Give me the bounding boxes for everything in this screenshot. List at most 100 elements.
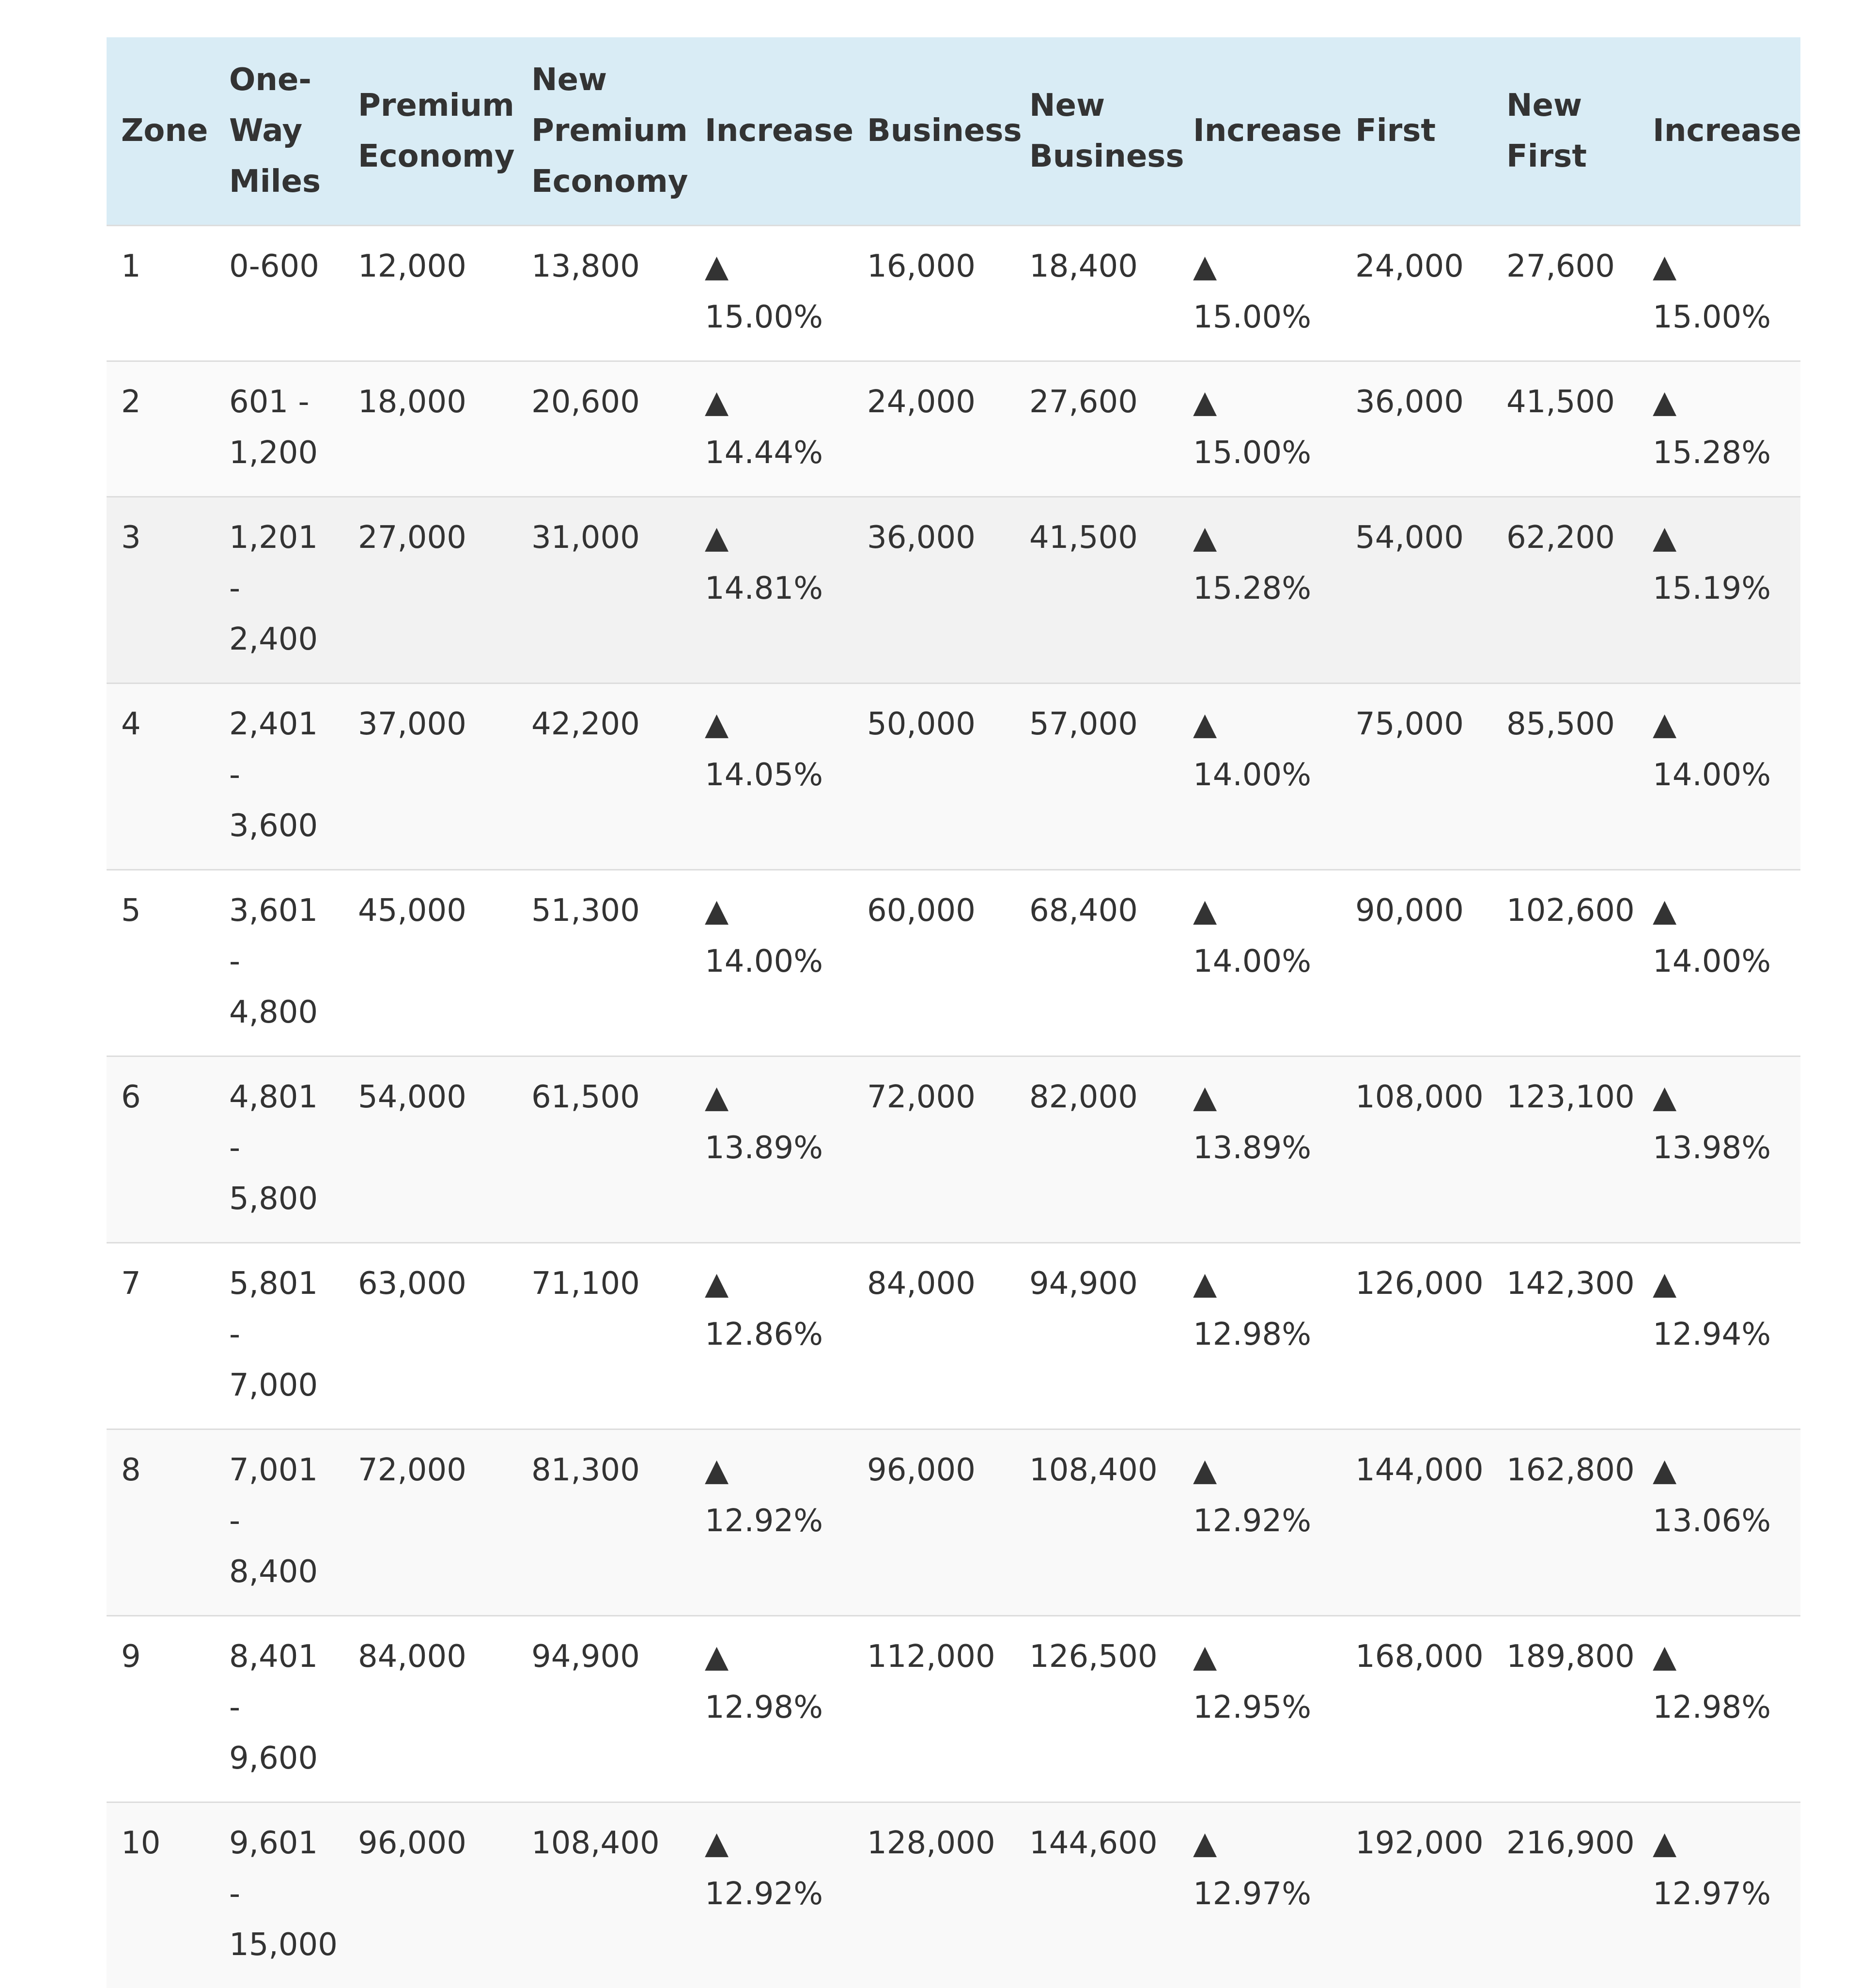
table-cell: 68,400 [1015,870,1178,1056]
table-cell: 5,801 - 7,000 [215,1243,343,1429]
header-cell: Increase [1638,37,1800,226]
table-cell: 108,400 [1015,1429,1178,1616]
header-cell: Premium Economy [343,37,517,226]
table-cell: 24,000 [1341,226,1492,361]
table-cell: ▲ 15.00% [1178,361,1341,497]
table-cell: 189,800 [1492,1616,1638,1802]
table-cell: 84,000 [852,1243,1015,1429]
header-cell: One-Way Miles [215,37,343,226]
table-cell: 192,000 [1341,1802,1492,1988]
table-cell: 63,000 [343,1243,517,1429]
table-cell: 51,300 [517,870,690,1056]
table-cell: ▲ 14.00% [1178,870,1341,1056]
table-cell: 82,000 [1015,1056,1178,1243]
table-cell: 4,801 - 5,800 [215,1056,343,1243]
header-cell: New Business [1015,37,1178,226]
table-cell: 5 [107,870,215,1056]
table-cell: 20,600 [517,361,690,497]
table-cell: 60,000 [852,870,1015,1056]
table-cell: ▲ 14.00% [1178,683,1341,870]
table-cell: 2,401 - 3,600 [215,683,343,870]
table-cell: 71,100 [517,1243,690,1429]
table-cell: ▲ 15.28% [1638,361,1800,497]
table-cell: 81,300 [517,1429,690,1616]
table-cell: ▲ 12.92% [690,1429,852,1616]
table-cell: 41,500 [1492,361,1638,497]
table-cell: 41,500 [1015,497,1178,683]
table-cell: 94,900 [1015,1243,1178,1429]
table-cell: ▲ 12.97% [1638,1802,1800,1988]
table-cell: ▲ 15.00% [1638,226,1800,361]
table-cell: ▲ 15.00% [1178,226,1341,361]
table-cell: ▲ 14.81% [690,497,852,683]
table-cell: 162,800 [1492,1429,1638,1616]
table-cell: ▲ 15.28% [1178,497,1341,683]
table-cell: 3 [107,497,215,683]
table-cell: ▲ 15.19% [1638,497,1800,683]
table-cell: 50,000 [852,683,1015,870]
table-cell: 54,000 [343,1056,517,1243]
table-cell: 108,400 [517,1802,690,1988]
table-cell: ▲ 12.92% [690,1802,852,1988]
table-cell: 24,000 [852,361,1015,497]
table-cell: 7,001 - 8,400 [215,1429,343,1616]
table-cell: 84,000 [343,1616,517,1802]
table-cell: ▲ 12.98% [690,1616,852,1802]
table-cell: 144,600 [1015,1802,1178,1988]
table-cell: 126,000 [1341,1243,1492,1429]
table-cell: ▲ 12.94% [1638,1243,1800,1429]
header-cell: Increase [690,37,852,226]
header-cell: New First [1492,37,1638,226]
table-cell: ▲ 14.00% [690,870,852,1056]
header-cell: First [1341,37,1492,226]
table-cell: 9,601 - 15,000 [215,1802,343,1988]
table-cell: 36,000 [1341,361,1492,497]
table-cell: 128,000 [852,1802,1015,1988]
table-cell: 13,800 [517,226,690,361]
table-cell: 16,000 [852,226,1015,361]
table-cell: 2 [107,361,215,497]
table-cell: 37,000 [343,683,517,870]
table-cell: 8 [107,1429,215,1616]
table-cell: 31,000 [517,497,690,683]
table-cell: 0-600 [215,226,343,361]
table-cell: ▲ 13.89% [690,1056,852,1243]
table-cell: 7 [107,1243,215,1429]
table-cell: ▲ 12.97% [1178,1802,1341,1988]
table-cell: 36,000 [852,497,1015,683]
table-cell: ▲ 12.86% [690,1243,852,1429]
table-cell: 4 [107,683,215,870]
table-cell: ▲ 14.44% [690,361,852,497]
table-cell: 61,500 [517,1056,690,1243]
table-cell: 9 [107,1616,215,1802]
table-cell: 72,000 [852,1056,1015,1243]
table-cell: 72,000 [343,1429,517,1616]
table-cell: 27,000 [343,497,517,683]
header-cell: Business [852,37,1015,226]
table-cell: 112,000 [852,1616,1015,1802]
table-cell: 18,400 [1015,226,1178,361]
table-cell: 96,000 [852,1429,1015,1616]
table-cell: 1,201 - 2,400 [215,497,343,683]
table-cell: ▲ 14.05% [690,683,852,870]
table-cell: ▲ 12.92% [1178,1429,1341,1616]
table-cell: 62,200 [1492,497,1638,683]
table-cell: ▲ 13.06% [1638,1429,1800,1616]
table-cell: 108,000 [1341,1056,1492,1243]
table-cell: 12,000 [343,226,517,361]
table-cell: 45,000 [343,870,517,1056]
table-cell: 90,000 [1341,870,1492,1056]
header-cell: Zone [107,37,215,226]
